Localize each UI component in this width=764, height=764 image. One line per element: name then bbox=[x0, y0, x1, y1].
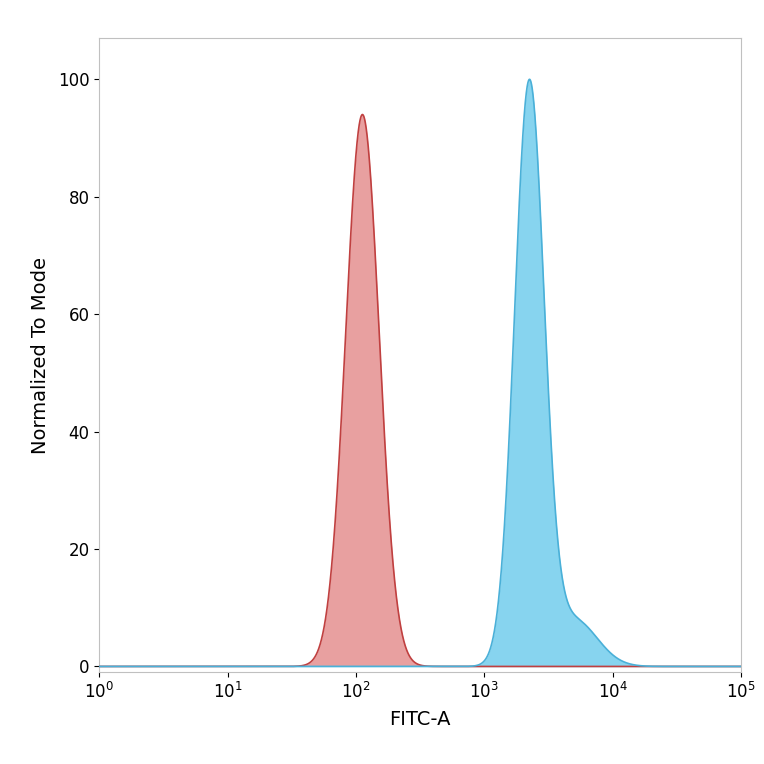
X-axis label: FITC-A: FITC-A bbox=[390, 711, 451, 730]
Y-axis label: Normalized To Mode: Normalized To Mode bbox=[31, 257, 50, 454]
